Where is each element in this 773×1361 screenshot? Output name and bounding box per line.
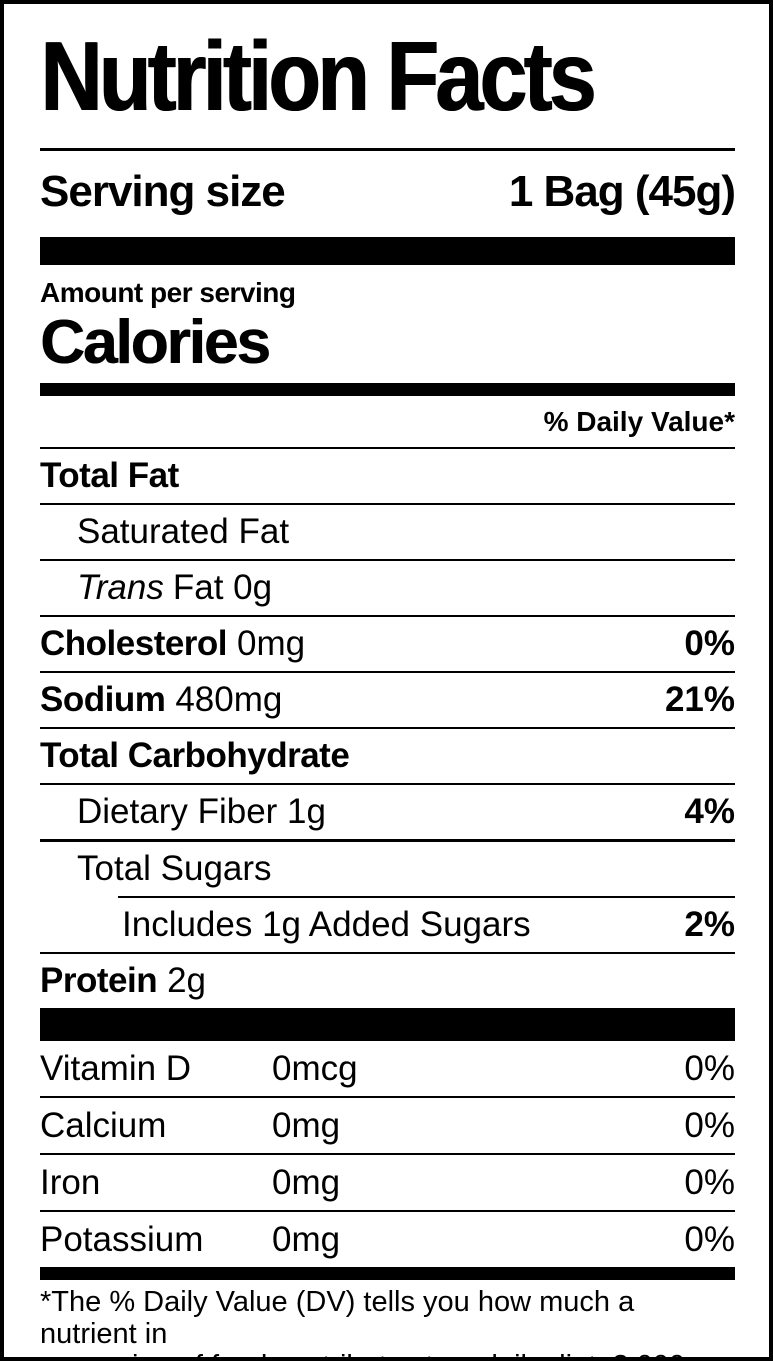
footnote-bar <box>40 1267 735 1281</box>
nutrient-dv: 0% <box>684 624 735 664</box>
amount-per-serving-label: Amount per serving <box>40 276 296 308</box>
vitamin-amount: 0mg <box>272 1106 341 1146</box>
daily-value-footnote: *The % Daily Value (DV) tells you how mu… <box>40 1286 735 1357</box>
nutrient-dv: 2% <box>684 905 735 945</box>
vitamin-name: Potassium <box>40 1220 204 1260</box>
row-total-sugars: Total Sugars <box>40 839 735 896</box>
trans-italic: Trans <box>77 568 164 608</box>
serving-size-row: Serving size 1 Bag (45g) <box>40 151 736 237</box>
label-title: Nutrition Facts <box>40 21 596 131</box>
section-bar-thick-2 <box>40 1008 735 1042</box>
row-total-fat: Total Fat <box>40 447 735 503</box>
added-sugars-divider <box>118 896 735 899</box>
vitamin-amount: 0mcg <box>272 1049 358 1089</box>
nutrient-dv: 21% <box>664 680 735 720</box>
row-vitamin-d: Vitamin D 0mcg 0% <box>40 1041 735 1096</box>
row-cholesterol: Cholesterol 0mg 0% <box>40 615 735 671</box>
vitamin-dv: 0% <box>684 1106 735 1146</box>
vitamin-amount: 0mg <box>272 1163 341 1203</box>
nutrient-amount: 2g <box>167 961 207 1001</box>
nutrient-name: Sodium 480mg <box>40 680 283 720</box>
vitamin-name: Vitamin D <box>40 1049 192 1089</box>
nutrient-amount: 480mg <box>175 680 283 720</box>
row-added-sugars: Includes 1g Added Sugars 2% <box>40 898 735 952</box>
row-potassium: Potassium 0mg 0% <box>40 1210 735 1267</box>
row-iron: Iron 0mg 0% <box>40 1153 735 1210</box>
row-dietary-fiber: Dietary Fiber 1g 4% <box>40 783 735 839</box>
calories-label: Calories <box>40 307 271 377</box>
nutrient-dv: 4% <box>684 792 735 832</box>
row-calcium: Calcium 0mg 0% <box>40 1096 735 1153</box>
section-bar-thick <box>40 236 735 265</box>
vitamin-amount: 0mg <box>272 1220 341 1260</box>
vitamin-dv: 0% <box>684 1220 735 1260</box>
row-total-carbohydrate: Total Carbohydrate <box>40 727 735 783</box>
serving-size-value: 1 Bag (45g) <box>508 166 736 216</box>
nutrient-name: Total Sugars <box>77 849 272 889</box>
section-bar-medium <box>40 383 735 397</box>
vitamin-name: Iron <box>40 1163 101 1203</box>
row-protein: Protein 2g <box>40 952 735 1008</box>
nutrient-name: Saturated Fat <box>77 512 290 552</box>
row-saturated-fat: Saturated Fat <box>40 503 735 559</box>
row-trans-fat: Trans Fat 0g <box>40 559 735 615</box>
nutrient-name: Protein 2g <box>40 961 207 1001</box>
nutrient-amount: 0mg <box>237 624 306 664</box>
nutrient-name: Cholesterol 0mg <box>40 624 306 664</box>
daily-value-header: % Daily Value* <box>543 406 735 438</box>
footnote-line: *The % Daily Value (DV) tells you how mu… <box>40 1286 635 1351</box>
serving-size-label: Serving size <box>40 166 286 216</box>
footnote-line: a serving of food contributes to a daily… <box>40 1350 735 1357</box>
vitamin-dv: 0% <box>684 1163 735 1203</box>
title-divider <box>40 147 735 151</box>
nutrient-name: Trans Fat 0g <box>77 569 272 607</box>
nutrient-name: Total Carbohydrate <box>40 736 350 776</box>
vitamin-dv: 0% <box>684 1049 735 1089</box>
nutrient-name: Dietary Fiber 1g <box>77 792 326 832</box>
row-sodium: Sodium 480mg 21% <box>40 671 735 727</box>
nutrient-name: Includes 1g Added Sugars <box>122 905 531 945</box>
nutrient-name: Total Fat <box>40 456 179 496</box>
trans-rest: Fat 0g <box>172 568 273 608</box>
vitamin-name: Calcium <box>40 1106 167 1146</box>
